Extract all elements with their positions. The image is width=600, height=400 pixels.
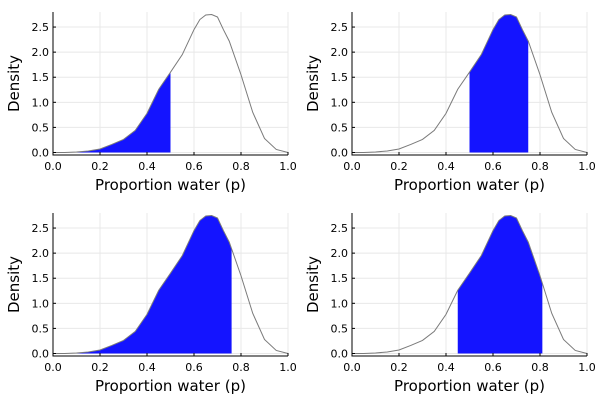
grid-lines — [351, 12, 588, 155]
density-curve — [53, 215, 289, 354]
y-tick-label: 1.0 — [32, 297, 50, 310]
x-tick-label: 1.0 — [578, 361, 596, 374]
y-tick-label: 0.5 — [331, 322, 349, 335]
y-tick-label: 0.0 — [32, 347, 50, 360]
y-tick-label: 2.5 — [32, 21, 50, 34]
y-tick-label: 2.0 — [32, 46, 50, 59]
x-ticks: 0.0 0.2 0.4 0.6 0.8 1.0 — [44, 152, 297, 173]
x-axis-label: Proportion water (p) — [394, 176, 545, 194]
shaded-area — [457, 215, 543, 354]
panel-4: 0.0 0.2 0.4 0.6 0.8 1.0 0.0 0.5 1.0 1.5 2.0 2.5 Pr… — [304, 213, 596, 395]
shaded-area — [469, 14, 529, 153]
x-ticks: 0.0 0.2 0.4 0.6 0.8 1.0 — [343, 353, 596, 374]
x-tick-label: 0.8 — [531, 160, 549, 173]
y-tick-label: 1.5 — [331, 272, 349, 285]
y-tick-label: 1.5 — [331, 71, 349, 84]
x-tick-label: 0.2 — [390, 361, 408, 374]
y-axis-label: Density — [5, 256, 23, 313]
y-tick-label: 0.0 — [331, 146, 349, 159]
y-axis-label: Density — [304, 256, 322, 313]
y-ticks: 0.0 0.5 1.0 1.5 2.0 2.5 — [331, 222, 355, 360]
y-tick-label: 2.5 — [331, 21, 349, 34]
y-tick-label: 2.5 — [32, 222, 50, 235]
x-tick-label: 0.0 — [343, 361, 361, 374]
x-tick-label: 0.4 — [138, 361, 156, 374]
y-tick-label: 0.0 — [331, 347, 349, 360]
x-tick-label: 0.6 — [185, 160, 203, 173]
y-tick-label: 0.5 — [32, 322, 50, 335]
x-tick-label: 0.8 — [232, 361, 250, 374]
y-tick-label: 1.0 — [331, 96, 349, 109]
shaded-area — [53, 215, 232, 354]
density-curve — [53, 14, 289, 153]
x-tick-label: 1.0 — [279, 160, 297, 173]
x-tick-label: 0.2 — [91, 361, 109, 374]
x-tick-label: 0.4 — [138, 160, 156, 173]
y-ticks: 0.0 0.5 1.0 1.5 2.0 2.5 — [32, 21, 56, 159]
y-tick-label: 2.0 — [331, 46, 349, 59]
y-axis-label: Density — [304, 55, 322, 112]
x-ticks: 0.0 0.2 0.4 0.6 0.8 1.0 — [343, 152, 596, 173]
x-axis-label: Proportion water (p) — [394, 377, 545, 395]
x-tick-label: 0.0 — [343, 160, 361, 173]
y-tick-label: 2.0 — [331, 247, 349, 260]
x-tick-label: 0.0 — [44, 361, 62, 374]
y-tick-label: 1.0 — [32, 96, 50, 109]
x-tick-label: 1.0 — [578, 160, 596, 173]
panel-2: 0.0 0.2 0.4 0.6 0.8 1.0 0.0 0.5 1.0 1.5 2.0 2.5 Pr… — [304, 12, 596, 194]
y-tick-label: 0.5 — [331, 121, 349, 134]
x-tick-label: 0.2 — [390, 160, 408, 173]
y-ticks: 0.0 0.5 1.0 1.5 2.0 2.5 — [331, 21, 355, 159]
x-tick-label: 0.8 — [232, 160, 250, 173]
y-tick-label: 1.0 — [331, 297, 349, 310]
density-curve — [352, 215, 588, 354]
y-tick-label: 2.0 — [32, 247, 50, 260]
density-curve — [352, 14, 588, 153]
panel-1: 0.0 0.2 0.4 0.6 0.8 1.0 0.0 0.5 1.0 1.5 2.0 2.5 Pr… — [5, 12, 297, 194]
y-tick-label: 0.5 — [32, 121, 50, 134]
y-ticks: 0.0 0.5 1.0 1.5 2.0 2.5 — [32, 222, 56, 360]
x-tick-label: 0.0 — [44, 160, 62, 173]
x-tick-label: 0.4 — [437, 160, 455, 173]
y-tick-label: 1.5 — [32, 71, 50, 84]
x-axis-label: Proportion water (p) — [95, 176, 246, 194]
x-axis-label: Proportion water (p) — [95, 377, 246, 395]
x-tick-label: 0.6 — [185, 361, 203, 374]
x-tick-label: 0.8 — [531, 361, 549, 374]
y-tick-label: 2.5 — [331, 222, 349, 235]
y-tick-label: 0.0 — [32, 146, 50, 159]
x-tick-label: 0.4 — [437, 361, 455, 374]
y-axis-label: Density — [5, 55, 23, 112]
y-tick-label: 1.5 — [32, 272, 50, 285]
x-tick-label: 0.6 — [484, 361, 502, 374]
x-tick-label: 0.2 — [91, 160, 109, 173]
x-tick-label: 0.6 — [484, 160, 502, 173]
x-tick-label: 1.0 — [279, 361, 297, 374]
panel-3: 0.0 0.2 0.4 0.6 0.8 1.0 0.0 0.5 1.0 1.5 2.0 2.5 Pr… — [5, 213, 297, 395]
shaded-area — [53, 72, 171, 153]
x-ticks: 0.0 0.2 0.4 0.6 0.8 1.0 — [44, 353, 297, 374]
